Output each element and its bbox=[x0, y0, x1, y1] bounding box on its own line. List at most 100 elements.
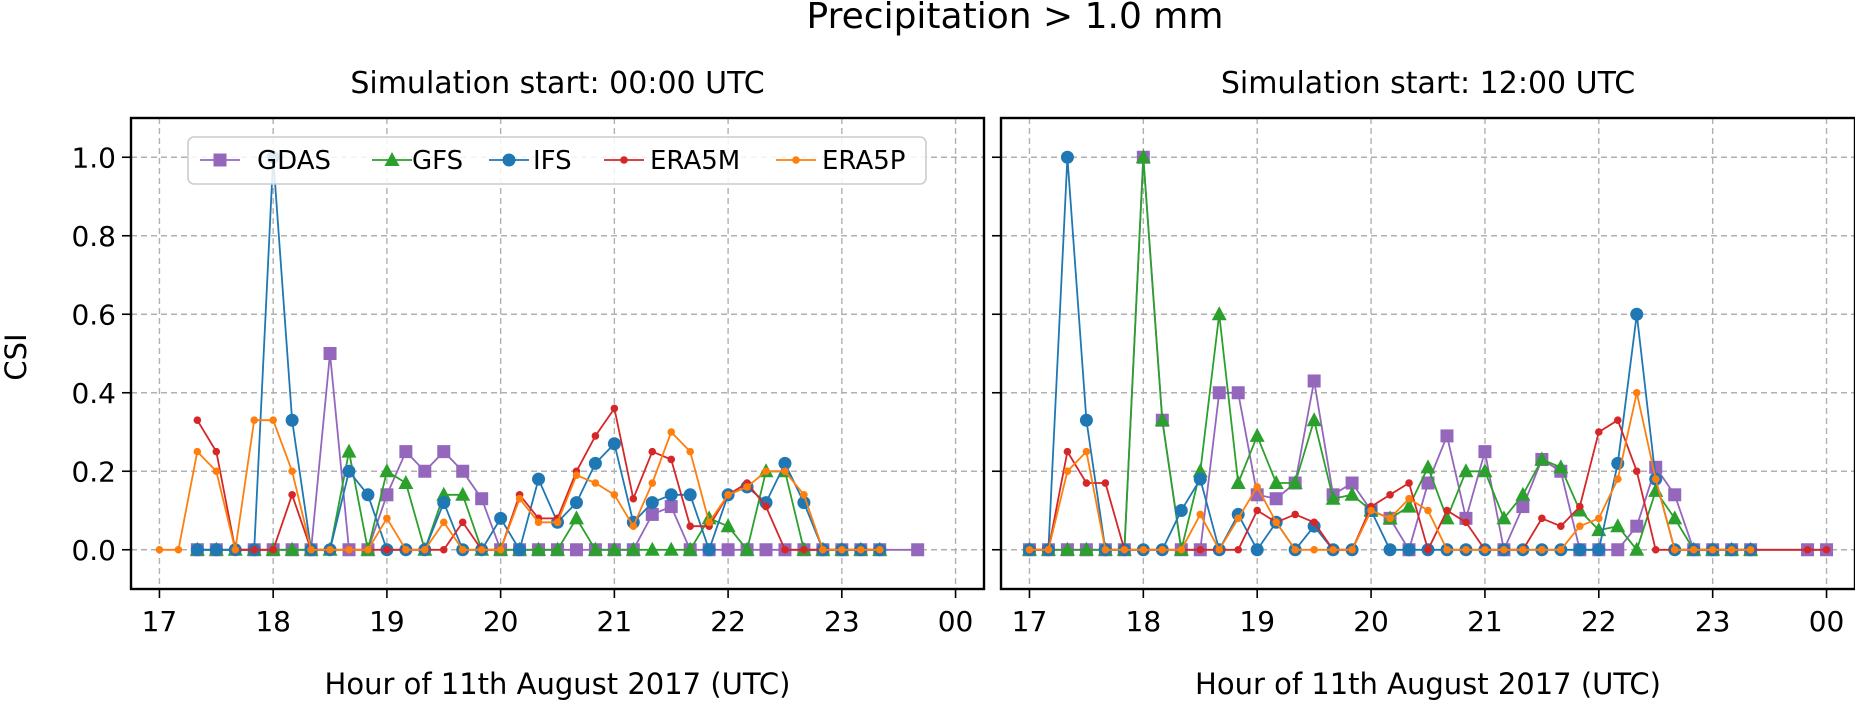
data-point bbox=[1139, 545, 1148, 554]
data-point bbox=[648, 447, 657, 456]
data-point bbox=[458, 518, 467, 527]
x-axis-label: Hour of 11th August 2017 (UTC) bbox=[325, 667, 791, 701]
data-point bbox=[1044, 545, 1053, 554]
data-point bbox=[800, 545, 808, 554]
data-point bbox=[1667, 510, 1683, 525]
data-point bbox=[494, 511, 508, 525]
data-point bbox=[1822, 545, 1831, 554]
data-point bbox=[341, 443, 357, 458]
data-point bbox=[569, 543, 583, 557]
data-point bbox=[1344, 486, 1360, 501]
y-tick-label: 0.4 bbox=[71, 377, 116, 410]
data-point bbox=[1196, 510, 1205, 519]
legend-entry-gdas: GDAS bbox=[200, 146, 331, 176]
data-point bbox=[645, 496, 659, 510]
data-point bbox=[705, 518, 713, 527]
data-point bbox=[702, 543, 716, 557]
data-point bbox=[1538, 545, 1546, 554]
data-point bbox=[591, 479, 600, 487]
data-point bbox=[402, 545, 410, 554]
data-point bbox=[1101, 479, 1110, 487]
data-point bbox=[1250, 543, 1264, 557]
data-point bbox=[778, 456, 792, 470]
data-point bbox=[1025, 545, 1034, 554]
data-point bbox=[1196, 545, 1205, 554]
data-point bbox=[1405, 479, 1413, 487]
data-point bbox=[1329, 545, 1337, 554]
data-point bbox=[1611, 543, 1625, 557]
data-point bbox=[645, 507, 659, 521]
data-point bbox=[1440, 429, 1454, 443]
data-point bbox=[496, 545, 505, 554]
data-point bbox=[421, 545, 429, 554]
data-point bbox=[193, 447, 202, 456]
data-point bbox=[1386, 491, 1394, 499]
x-tick-label: 17 bbox=[142, 605, 178, 638]
data-point bbox=[1158, 545, 1167, 554]
data-point bbox=[1063, 467, 1072, 476]
data-point bbox=[720, 518, 736, 533]
data-point bbox=[1082, 447, 1091, 456]
data-point bbox=[285, 413, 299, 427]
data-point bbox=[1632, 388, 1641, 397]
data-point bbox=[686, 447, 694, 456]
data-point bbox=[250, 416, 259, 425]
x-tick-label: 19 bbox=[369, 605, 405, 638]
x-tick-label: 17 bbox=[1012, 605, 1048, 638]
data-point bbox=[800, 491, 808, 499]
data-point bbox=[1325, 490, 1341, 505]
data-point bbox=[455, 486, 471, 501]
x-tick-label: 00 bbox=[1809, 605, 1845, 638]
y-tick-label: 0.2 bbox=[71, 455, 116, 488]
data-point bbox=[436, 486, 452, 501]
data-point bbox=[743, 483, 751, 491]
panel-right: 17 18 19 20 21 22 23 00 Simulation start: 12:00 … bbox=[992, 66, 1855, 701]
x-axis-label: Hour of 11th August 2017 (UTC) bbox=[1195, 667, 1661, 701]
data-point bbox=[762, 502, 770, 511]
data-point bbox=[682, 541, 698, 556]
data-point bbox=[1405, 494, 1413, 503]
data-point bbox=[1234, 514, 1243, 523]
data-point bbox=[1689, 545, 1698, 554]
data-point bbox=[1253, 506, 1261, 515]
data-point bbox=[1345, 476, 1359, 490]
data-point bbox=[212, 467, 221, 476]
y-tick-label: 0.0 bbox=[71, 534, 116, 567]
data-point bbox=[1401, 498, 1417, 513]
data-point bbox=[1383, 543, 1397, 557]
data-point bbox=[1367, 506, 1375, 515]
data-point bbox=[1651, 475, 1660, 483]
data-point bbox=[1211, 306, 1227, 321]
data-point bbox=[1534, 451, 1550, 466]
data-point bbox=[610, 404, 619, 413]
legend-marker bbox=[502, 153, 516, 167]
data-point bbox=[231, 545, 240, 554]
data-point bbox=[380, 488, 394, 502]
series-era5p bbox=[1025, 388, 1755, 554]
data-point bbox=[607, 437, 621, 451]
data-point bbox=[1231, 386, 1245, 400]
data-point bbox=[664, 500, 678, 514]
data-point bbox=[1439, 510, 1455, 525]
figure-suptitle: Precipitation > 1.0 mm bbox=[807, 0, 1224, 37]
data-point bbox=[1078, 541, 1094, 556]
data-point bbox=[663, 541, 679, 556]
data-point bbox=[379, 463, 395, 478]
data-point bbox=[1272, 518, 1280, 527]
data-point bbox=[437, 496, 451, 510]
x-tick-label: 00 bbox=[938, 605, 974, 638]
data-point bbox=[1424, 506, 1432, 515]
series-era5p bbox=[155, 416, 884, 554]
data-point bbox=[1174, 504, 1188, 517]
data-point bbox=[364, 545, 372, 554]
data-point bbox=[1516, 500, 1530, 514]
data-point bbox=[1595, 514, 1603, 523]
data-point bbox=[383, 545, 391, 554]
data-point bbox=[1421, 476, 1435, 490]
data-point bbox=[1557, 522, 1565, 530]
data-point bbox=[1154, 412, 1170, 427]
data-point bbox=[475, 492, 489, 506]
data-point bbox=[911, 543, 925, 557]
data-point bbox=[269, 416, 277, 425]
data-point bbox=[1458, 463, 1474, 478]
